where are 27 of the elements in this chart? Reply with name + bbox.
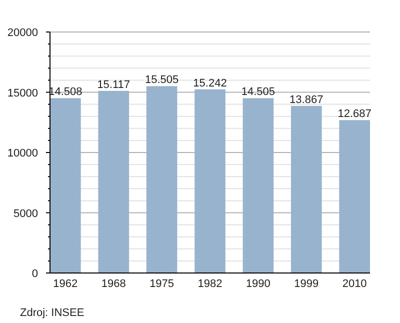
data-label: 15.242 [193, 77, 227, 90]
bar [242, 98, 274, 273]
bar [290, 106, 322, 273]
y-tick-label: 15000 [7, 87, 38, 100]
x-tick-label: 1975 [150, 278, 174, 290]
x-tick-label: 1990 [246, 278, 270, 290]
bar [98, 90, 130, 273]
bar [50, 98, 81, 273]
data-label: 15.117 [97, 78, 130, 91]
bar [146, 86, 178, 273]
x-tick-label: 1962 [53, 278, 78, 290]
data-label: 14.505 [241, 86, 276, 98]
y-tick-label: 5000 [14, 208, 38, 220]
data-label: 15.505 [144, 74, 179, 86]
x-tick-label: 1982 [198, 278, 222, 290]
bar [194, 89, 226, 273]
data-label: 12.687 [338, 108, 372, 120]
x-tick-label: 1968 [101, 278, 126, 290]
data-label: 14.508 [48, 86, 82, 98]
text: Zdroj: INSEE [20, 307, 84, 319]
y-tick-label: 20000 [7, 27, 38, 39]
x-tick-label: 1999 [294, 278, 319, 290]
y-tick-label: 0 [32, 268, 38, 280]
bar [339, 120, 370, 273]
x-tick-label: 2010 [342, 278, 367, 290]
data-label: 13.867 [290, 94, 324, 106]
y-tick-label: 10000 [7, 148, 38, 160]
